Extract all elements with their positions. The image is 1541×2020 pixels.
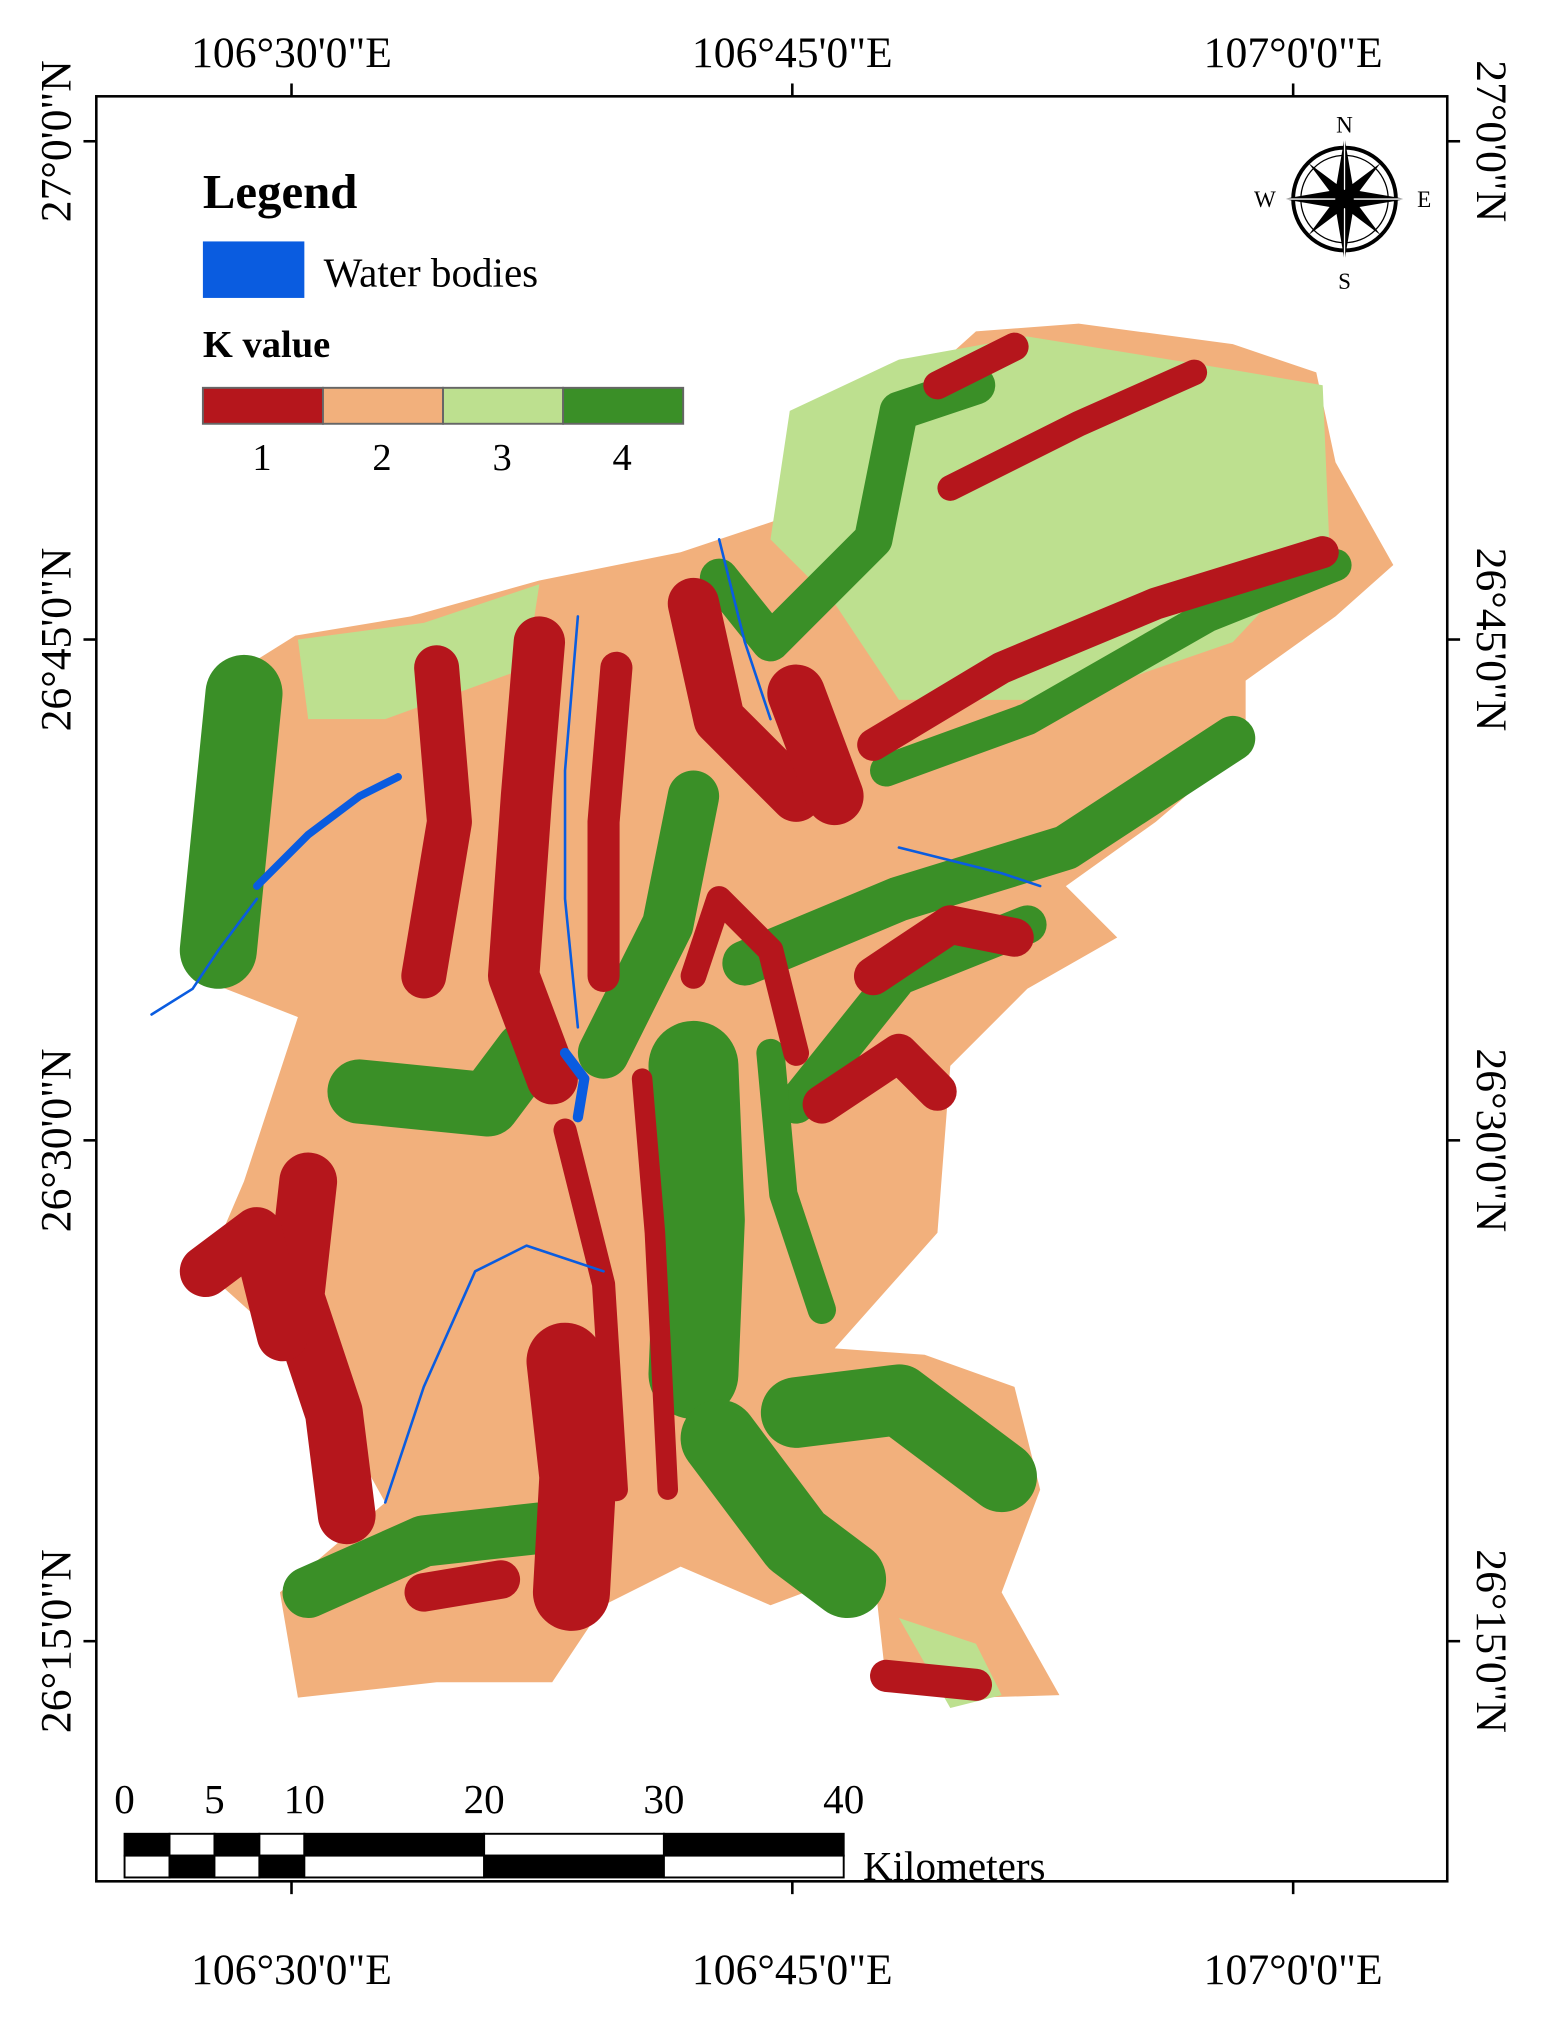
band [857,536,1339,761]
k-swatch [562,386,685,425]
k-label: 1 [252,437,271,479]
band [487,616,578,1105]
band [853,905,1034,996]
band [756,1038,836,1324]
band [722,715,1256,986]
band [404,1560,521,1612]
band [631,1068,679,1500]
band [667,577,822,822]
compass-n: N [1336,111,1353,137]
legend: Legend Water bodies K value 1 2 3 4 [201,165,685,479]
band [587,651,633,993]
scale-segment [303,1854,486,1879]
scale-label: 20 [464,1776,505,1822]
river [150,897,259,1016]
band [680,886,810,1066]
lon-label: 106°45'0"E [692,1946,893,1994]
graticule-labels: 106°30'0"E 106°45'0"E 107°0'0"E 106°30'0"E 1… [33,29,1515,1994]
k-swatch [201,386,324,425]
compass: N S W E [1254,111,1431,294]
band [802,1033,957,1124]
lon-label: 106°30'0"E [191,1946,392,1994]
band [870,1659,993,1701]
river [897,846,1042,888]
compass-e: E [1417,186,1431,212]
water-swatch [202,241,305,298]
lat-label: 26°45'0"N [33,548,81,732]
compass-star [1308,163,1381,236]
band [923,332,1029,400]
band [870,548,1352,787]
k-swatch [322,386,445,425]
band [699,365,996,662]
k-title: K value [203,324,330,366]
scale-label: 0 [114,1776,135,1822]
lon-label: 107°0'0"E [1204,29,1383,77]
k-class-4-bands [179,365,1352,1619]
river [383,1244,605,1504]
lon-label: 107°0'0"E [1204,1946,1383,1994]
lat-label: 26°30'0"N [1467,1048,1515,1232]
k-class-1-bands [179,332,1339,1701]
lat-label: 26°30'0"N [33,1048,81,1232]
lat-label: 26°15'0"N [33,1549,81,1733]
scale-label: 40 [823,1776,864,1822]
scale-segment [213,1832,261,1857]
scale-segment [213,1854,261,1879]
water-bodies [150,538,1042,1504]
compass-s: S [1338,268,1351,294]
band [648,1020,745,1420]
scale-label: 5 [204,1776,225,1822]
band [760,1364,1037,1513]
study-area [150,323,1394,1708]
band [266,1152,376,1545]
band [767,664,864,826]
band [401,645,472,999]
band [553,1118,628,1502]
band [282,1502,566,1619]
k-label: 3 [492,437,511,479]
k-label: 2 [372,437,391,479]
scale-label: 10 [284,1776,325,1822]
band [327,1020,559,1137]
lat-label: 26°15'0"N [1467,1549,1515,1733]
scale-bar: 0 5 10 20 30 40 Kilometers [114,1776,1045,1889]
scale-segment [662,1854,845,1879]
lon-label: 106°30'0"E [191,29,392,77]
river [252,773,402,890]
water-label: Water bodies [324,249,539,295]
scale-segment [258,1832,306,1857]
scale-label: 30 [643,1776,684,1822]
lat-label: 26°45'0"N [1467,548,1515,732]
legend-title: Legend [203,165,358,219]
river [559,1047,590,1123]
scale-segment [168,1832,216,1857]
band [680,1399,887,1619]
lon-label: 106°45'0"E [692,29,893,77]
scale-segment [662,1832,845,1857]
compass-w: W [1254,186,1276,212]
scale-segment [168,1854,216,1879]
scale-segment [483,1832,665,1857]
k-swatch [442,386,565,425]
band [179,1207,309,1362]
scale-segment [123,1854,171,1879]
scale-segment [483,1854,665,1879]
river [717,538,772,721]
scale-segment [303,1832,486,1857]
scale-segment [123,1832,171,1857]
band [937,359,1208,501]
k-label: 4 [613,437,632,479]
scale-segment [258,1854,306,1879]
band [577,770,720,1079]
band [179,654,283,989]
river [563,615,580,1029]
scale-unit: Kilometers [863,1843,1046,1889]
band [526,1322,617,1631]
lat-label: 27°0'0"N [33,60,81,222]
lat-label: 27°0'0"N [1467,60,1515,222]
